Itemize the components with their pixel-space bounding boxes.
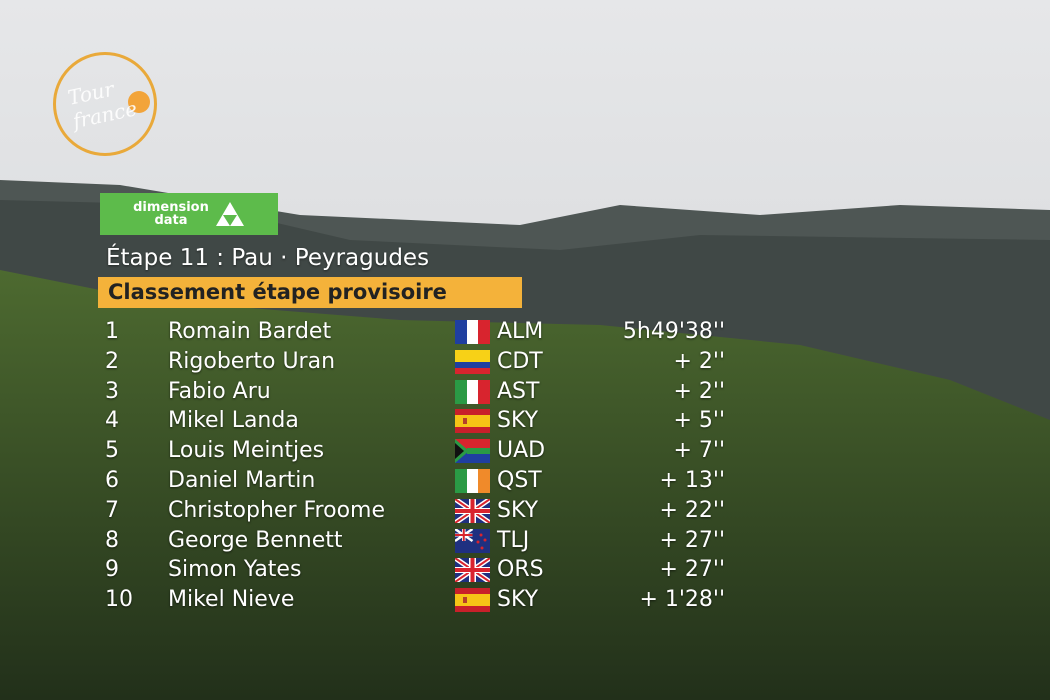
team-code: UAD — [497, 438, 546, 464]
rider-name: Simon Yates — [168, 557, 302, 583]
result-row: 8 George Bennett TLJ + 27'' — [0, 526, 740, 556]
rank: 2 — [105, 348, 119, 374]
stage-title: Étape 11 : Pau · Peyragudes — [106, 245, 430, 271]
sponsor-line2: data — [154, 213, 188, 228]
rank: 9 — [105, 557, 119, 583]
result-row: 6 Daniel Martin QST + 13'' — [0, 466, 740, 496]
time-gap: 5h49'38'' — [622, 319, 725, 344]
classification-title: Classement étape provisoire — [98, 277, 522, 308]
rank: 8 — [105, 527, 119, 553]
sponsor-line1: dimension — [133, 200, 209, 215]
time-gap: + 7'' — [673, 438, 725, 464]
team-code: CDT — [497, 348, 543, 374]
rider-name: Christopher Froome — [168, 497, 385, 523]
time-gap: + 2'' — [673, 348, 725, 374]
rider-name: Romain Bardet — [168, 319, 332, 344]
result-row: 4 Mikel Landa SKY + 5'' — [0, 406, 740, 436]
flag-nz-icon — [455, 528, 490, 553]
rank: 5 — [105, 438, 119, 464]
rider-name: Mikel Landa — [168, 408, 299, 434]
rank: 10 — [105, 587, 133, 613]
dimension-data-triangle-icon — [215, 202, 244, 226]
team-code: SKY — [497, 408, 539, 434]
sponsor-badge: dimension data — [100, 193, 278, 235]
tour-de-france-logo: Tour france — [53, 52, 157, 156]
result-row: 9 Simon Yates ORS + 27'' — [0, 555, 740, 585]
result-row: 5 Louis Meintjes UAD + 7'' — [0, 436, 740, 466]
flag-it-icon — [455, 379, 490, 404]
time-gap: + 27'' — [659, 557, 725, 583]
rider-name: Daniel Martin — [168, 468, 316, 493]
rank: 6 — [105, 468, 119, 493]
team-code: AST — [497, 378, 540, 404]
team-code: ORS — [497, 557, 544, 583]
result-row: 2 Rigoberto Uran CDT + 2'' — [0, 347, 740, 377]
flag-za-icon — [455, 439, 490, 464]
result-row: 1 Romain Bardet ALM 5h49'38'' — [0, 317, 740, 347]
rank: 1 — [105, 319, 119, 344]
flag-co-icon — [455, 349, 490, 374]
time-gap: + 1'28'' — [639, 587, 725, 613]
flag-ie-icon — [455, 469, 490, 493]
rank: 3 — [105, 378, 119, 404]
flag-es-icon — [455, 588, 490, 613]
rider-name: Rigoberto Uran — [168, 348, 336, 374]
time-gap: + 5'' — [673, 408, 725, 434]
rider-name: Mikel Nieve — [168, 587, 295, 613]
team-code: TLJ — [497, 527, 530, 553]
result-row: 7 Christopher Froome SKY + 22'' — [0, 496, 740, 526]
time-gap: + 22'' — [659, 497, 725, 523]
rider-name: George Bennett — [168, 527, 343, 553]
rider-name: Louis Meintjes — [168, 438, 325, 464]
team-code: SKY — [497, 497, 539, 523]
logo-text: Tour france — [65, 76, 140, 134]
flag-fr-icon — [455, 320, 490, 344]
rider-name: Fabio Aru — [168, 378, 271, 404]
team-code: SKY — [497, 587, 539, 613]
time-gap: + 2'' — [673, 378, 725, 404]
rank: 7 — [105, 497, 119, 523]
result-row: 3 Fabio Aru AST + 2'' — [0, 377, 740, 407]
flag-gb-icon — [455, 558, 490, 583]
time-gap: + 13'' — [659, 468, 725, 493]
flag-gb-icon — [455, 498, 490, 523]
time-gap: + 27'' — [659, 527, 725, 553]
flag-es-icon — [455, 409, 490, 434]
team-code: ALM — [497, 319, 544, 344]
sun-icon — [128, 91, 150, 113]
team-code: QST — [497, 468, 542, 493]
rank: 4 — [105, 408, 119, 434]
result-row: 10 Mikel Nieve SKY + 1'28'' — [0, 585, 740, 615]
